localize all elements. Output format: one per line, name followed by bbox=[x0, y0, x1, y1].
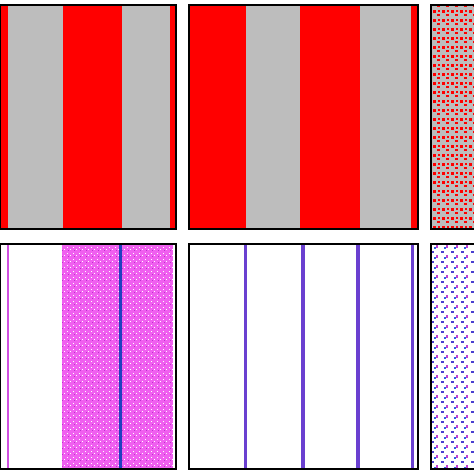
panel-bottom-2 bbox=[188, 243, 419, 470]
panel-top-1 bbox=[0, 4, 177, 230]
panel-top-3 bbox=[430, 4, 474, 230]
panel-bottom-3 bbox=[430, 243, 474, 470]
panel-top-2 bbox=[188, 4, 419, 230]
panel-bottom-1 bbox=[0, 243, 177, 470]
